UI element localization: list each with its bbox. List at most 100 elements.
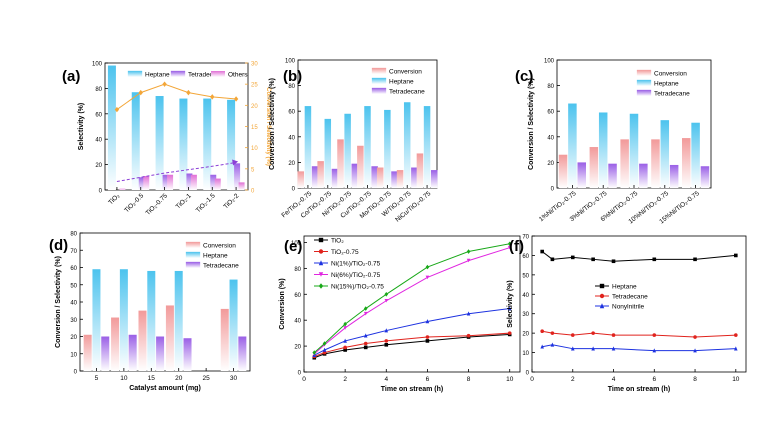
data-point xyxy=(591,331,595,335)
legend-label: Ni(15%)/TiO₂-0.75 xyxy=(331,284,384,291)
x-tick-label: 8 xyxy=(467,376,471,383)
legend-swatch xyxy=(371,87,387,95)
data-point xyxy=(550,342,555,347)
bar xyxy=(396,170,404,188)
bar xyxy=(131,92,140,190)
x-tick-label: 4 xyxy=(384,376,388,383)
bar xyxy=(119,188,126,190)
data-point xyxy=(652,257,657,262)
x-tick-label: TiO₂-1 xyxy=(175,192,193,210)
series-line xyxy=(541,251,736,262)
y-tick-label: 0 xyxy=(551,187,555,193)
data-point xyxy=(233,96,239,102)
legend-label: Heptane xyxy=(203,253,228,260)
bar xyxy=(324,118,332,188)
y-tick-label: 20 xyxy=(547,161,554,167)
bar xyxy=(101,336,110,371)
y-tick-label: 60 xyxy=(294,293,301,299)
data-point xyxy=(466,311,471,316)
series-line xyxy=(116,83,237,110)
legend-label: Conversion xyxy=(654,71,687,78)
bar xyxy=(669,164,679,188)
legend-label: Tetradecane xyxy=(188,72,224,79)
bar xyxy=(620,139,629,188)
data-point xyxy=(540,249,544,254)
legend-label: Ni(1%)/TiO₂-0.75 xyxy=(331,261,381,268)
panel-label: (c) xyxy=(515,68,533,85)
data-point xyxy=(599,303,605,309)
legend-label: Others xyxy=(228,72,248,79)
data-point xyxy=(425,264,430,270)
data-point xyxy=(734,333,738,337)
data-point xyxy=(507,331,512,335)
data-point xyxy=(363,345,368,350)
bar xyxy=(156,336,165,371)
y-tick-label: 80 xyxy=(288,84,295,90)
x-tick-label: 25 xyxy=(203,375,211,382)
bar xyxy=(111,317,120,371)
x-tick-label: 2 xyxy=(571,376,575,383)
bar xyxy=(608,163,617,188)
bar xyxy=(203,98,212,190)
x-tick-label: 4 xyxy=(612,376,616,383)
bar xyxy=(297,171,305,188)
y-tick-label: 30 xyxy=(70,318,77,324)
panel-a: 0 20 40 60 80 100 Selectivity (%) 0 5 10 15 20 25 30 C… xyxy=(62,62,271,217)
y-tick-label: 40 xyxy=(547,135,554,141)
data-point xyxy=(384,291,389,297)
data-point xyxy=(318,283,324,289)
series-line xyxy=(542,330,736,338)
y-tick-label: 40 xyxy=(70,301,77,307)
bar xyxy=(317,161,324,188)
y-tick-label: 20 xyxy=(288,161,295,167)
x-tick-label: 0 xyxy=(302,376,306,383)
bar xyxy=(577,162,586,188)
data-point xyxy=(507,245,512,250)
x-tick-label: TiO₂-2 xyxy=(222,192,240,210)
data-point xyxy=(507,241,512,247)
y2-tick-label: 20 xyxy=(251,104,258,110)
legend-label: Tetradecane xyxy=(612,294,648,301)
x-axis-label: Time on stream (h) xyxy=(608,386,671,393)
data-point xyxy=(425,319,430,324)
panel-c: 0 20 40 60 80 100 Conversion / Selectivity (%)… xyxy=(515,59,712,225)
data-point xyxy=(591,346,595,351)
y-axis-label: Conversion / Selectivity (%) xyxy=(528,78,535,170)
panel-e: 0 20 40 60 80 100 Conversion (%) 0 2 4 6 8 10 Time on… xyxy=(279,235,521,393)
bar xyxy=(183,338,192,371)
y-axis-label: Conversion / Selectivity (%) xyxy=(269,78,276,170)
x-tick-label: 10 xyxy=(732,376,740,383)
bar xyxy=(423,106,431,188)
y-tick-label: 40 xyxy=(95,138,102,144)
legend-swatch xyxy=(371,77,387,85)
y-tick-label: 40 xyxy=(522,293,529,299)
data-point xyxy=(550,257,555,262)
legend-label: Heptane xyxy=(654,81,679,88)
y-tick-label: 100 xyxy=(92,62,103,68)
x-tick-label: 30 xyxy=(230,375,238,382)
series-line xyxy=(542,344,736,352)
bar xyxy=(651,139,660,188)
bar xyxy=(416,153,424,188)
data-point xyxy=(599,293,605,299)
y-tick-label: 70 xyxy=(522,235,529,241)
bar xyxy=(331,168,339,188)
series-line xyxy=(313,247,510,355)
data-point xyxy=(425,339,430,343)
legend-label: Conversion xyxy=(203,243,236,250)
bar xyxy=(700,166,710,188)
data-point xyxy=(363,306,368,311)
y-tick-label: 60 xyxy=(522,254,529,260)
bar xyxy=(165,305,174,371)
legend-swatch xyxy=(127,70,143,78)
panel-b: 0 20 40 60 80 100 Conversion / Selectivity (%)… xyxy=(269,59,438,224)
bar xyxy=(691,122,700,188)
bar xyxy=(357,145,364,188)
x-tick-label: TiO₂-1.5 xyxy=(195,192,217,214)
panel-label: (a) xyxy=(62,68,80,85)
data-point xyxy=(363,311,368,316)
x-tick-label: TiO₂-0.75 xyxy=(145,192,170,217)
bar xyxy=(351,163,359,188)
x-tick-label: NiCu/TiO₂-0.75 xyxy=(394,190,432,224)
